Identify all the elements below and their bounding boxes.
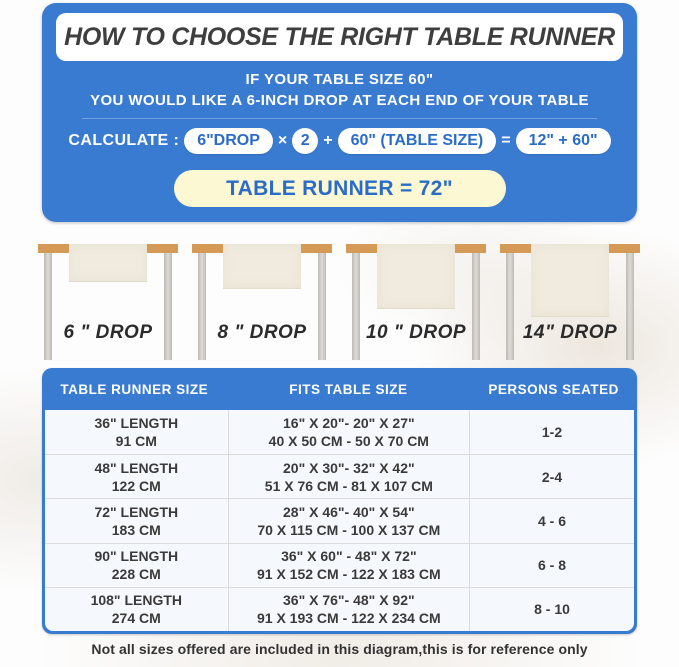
column-header-fits-table: FITS TABLE SIZE [289, 381, 408, 397]
size-inches: 48" LENGTH [94, 459, 179, 476]
page-title: HOW TO CHOOSE THE RIGHT TABLE RUNNER [64, 22, 615, 51]
drop-diagram: 6 " DROP 8 " DROP 10 " DROP 14" DROP [38, 228, 640, 366]
table-row: 36" LENGTH 91 CM 16" X 20"- 20" X 27" 40… [45, 410, 634, 455]
calculate-formula: CALCULATE : 6"DROP × 2 + 60" (TABLE SIZE… [42, 128, 637, 154]
fits-cm: 51 X 76 CM - 81 X 107 CM [264, 477, 433, 494]
size-chart-body: 36" LENGTH 91 CM 16" X 20"- 20" X 27" 40… [45, 410, 634, 631]
fits-inches: 16" X 20"- 20" X 27" [283, 415, 415, 432]
column-header-runner-size: TABLE RUNNER SIZE [60, 381, 209, 397]
persons-count: 4 - 6 [538, 512, 567, 529]
runner-size-cell: 36" LENGTH 91 CM [45, 410, 228, 454]
persons-count: 1-2 [541, 424, 563, 441]
drop-label: 14" DROP [522, 322, 618, 343]
size-chart-header: TABLE RUNNER SIZE FITS TABLE SIZE PERSON… [42, 368, 637, 410]
drop-label: 8 " DROP [217, 322, 307, 343]
drop-pill: 6"DROP [184, 128, 273, 154]
column-header-persons: PERSONS SEATED [488, 381, 619, 397]
runner-size-cell: 90" LENGTH 228 CM [45, 544, 228, 587]
size-cm: 228 CM [111, 566, 161, 583]
table-leg [472, 253, 480, 360]
size-inches: 90" LENGTH [94, 548, 179, 565]
persons-cell: 8 - 10 [469, 587, 634, 631]
drop-label: 10 " DROP [365, 322, 467, 343]
fits-cm: 91 X 193 CM - 122 X 234 CM [256, 610, 441, 627]
fits-inches: 36" X 60" - 48" X 72" [281, 548, 417, 565]
table-runner [69, 244, 147, 282]
table-leg [506, 253, 514, 360]
runner-size-cell: 48" LENGTH 122 CM [45, 455, 228, 498]
persons-count: 2-4 [541, 468, 563, 485]
table-row: 108" LENGTH 274 CM 36" X 76"- 48" X 92" … [45, 586, 634, 631]
runner-size-cell: 72" LENGTH 183 CM [45, 499, 228, 542]
intro-line-2: YOU WOULD LIKE A 6-INCH DROP AT EACH END… [90, 92, 589, 109]
persons-cell: 1-2 [469, 410, 634, 455]
persons-count: 6 - 8 [538, 557, 567, 574]
table-figure-10-drop: 10 " DROP [346, 228, 486, 366]
table-figure-8-drop: 8 " DROP [192, 228, 332, 366]
table-runner [531, 244, 609, 317]
persons-cell: 6 - 8 [469, 543, 634, 587]
header-panel: HOW TO CHOOSE THE RIGHT TABLE RUNNER IF … [42, 3, 637, 222]
equals-operator: = [501, 132, 511, 149]
size-inches: 108" LENGTH [90, 592, 182, 609]
fits-table-cell: 16" X 20"- 20" X 27" 40 X 50 CM - 50 X 7… [227, 410, 469, 455]
fits-inches: 20" X 30"- 32" X 42" [283, 459, 415, 476]
table-runner [223, 244, 301, 289]
table-size-pill: 60" (TABLE SIZE) [337, 128, 497, 154]
size-inches: 72" LENGTH [94, 503, 179, 520]
title-banner: HOW TO CHOOSE THE RIGHT TABLE RUNNER [56, 13, 623, 61]
size-cm: 122 CM [111, 477, 161, 494]
size-chart: TABLE RUNNER SIZE FITS TABLE SIZE PERSON… [42, 368, 637, 634]
table-leg [318, 253, 326, 360]
fits-cm: 91 X 152 CM - 122 X 183 CM [256, 566, 441, 583]
calculate-label: CALCULATE : [68, 132, 180, 149]
table-runner [377, 244, 455, 309]
size-inches: 36" LENGTH [94, 415, 179, 432]
persons-cell: 4 - 6 [469, 499, 634, 543]
table-leg [626, 253, 634, 360]
drop-label: 6 " DROP [63, 322, 153, 343]
table-row: 72" LENGTH 183 CM 28" X 46"- 40" X 54" 7… [45, 498, 634, 543]
size-cm: 183 CM [111, 521, 161, 538]
size-cm: 91 CM [115, 433, 157, 450]
fits-table-cell: 36" X 76"- 48" X 92" 91 X 193 CM - 122 X… [227, 587, 469, 631]
fits-table-cell: 20" X 30"- 32" X 42" 51 X 76 CM - 81 X 1… [227, 455, 469, 499]
persons-cell: 2-4 [469, 455, 634, 499]
table-figure-6-drop: 6 " DROP [38, 228, 178, 366]
plus-operator: + [323, 132, 333, 149]
fits-cm: 40 X 50 CM - 50 X 70 CM [268, 433, 429, 450]
times-operator: × [277, 132, 288, 149]
table-leg [164, 253, 172, 360]
disclaimer-note: Not all sizes offered are included in th… [91, 641, 588, 657]
table-row: 48" LENGTH 122 CM 20" X 30"- 32" X 42" 5… [45, 454, 634, 499]
fits-table-cell: 36" X 60" - 48" X 72" 91 X 152 CM - 122 … [227, 543, 469, 587]
size-cm: 274 CM [111, 610, 161, 627]
result-pill: TABLE RUNNER = 72" [173, 170, 506, 207]
fits-table-cell: 28" X 46"- 40" X 54" 70 X 115 CM - 100 X… [227, 499, 469, 543]
intro-text: IF YOUR TABLE SIZE 60" YOU WOULD LIKE A … [42, 69, 637, 111]
fits-cm: 70 X 115 CM - 100 X 137 CM [257, 521, 441, 538]
sum-pill: 12" + 60" [515, 128, 611, 154]
table-leg [352, 253, 360, 360]
table-leg [44, 253, 52, 360]
table-row: 90" LENGTH 228 CM 36" X 60" - 48" X 72" … [45, 542, 634, 587]
divider-line [82, 118, 597, 119]
fits-inches: 36" X 76"- 48" X 92" [283, 592, 415, 609]
runner-size-cell: 108" LENGTH 274 CM [45, 588, 228, 631]
fits-inches: 28" X 46"- 40" X 54" [283, 503, 415, 520]
table-leg [198, 253, 206, 360]
intro-line-1: IF YOUR TABLE SIZE 60" [245, 71, 434, 88]
multiplier-badge: 2 [292, 128, 319, 154]
persons-count: 8 - 10 [534, 601, 570, 618]
table-figure-14-drop: 14" DROP [500, 228, 640, 366]
